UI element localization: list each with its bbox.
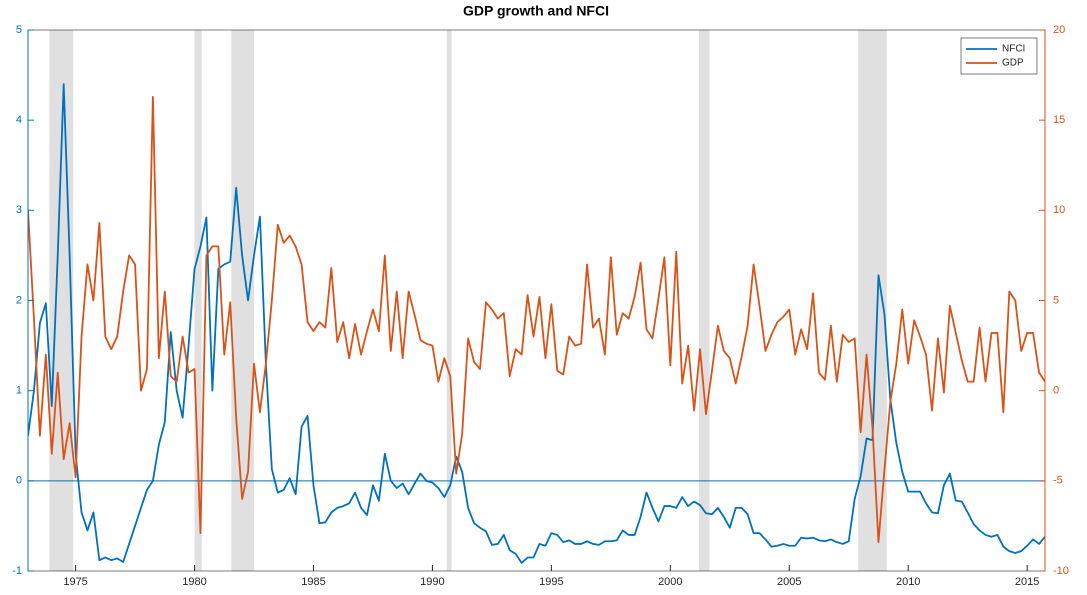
y-tick-label: 4: [16, 114, 22, 126]
x-tick-label: 2015: [1015, 576, 1039, 588]
y-tick-label: 3: [16, 204, 22, 216]
plot-frame: [27, 29, 1046, 572]
legend-label: GDP: [1002, 58, 1024, 69]
y2-tick-label: 20: [1053, 24, 1065, 36]
y-tick-label: 1: [16, 385, 22, 397]
recession-band: [698, 30, 710, 571]
legend-box: [960, 37, 1038, 75]
y2-tick-label: 5: [1053, 294, 1059, 306]
plot-area: [28, 30, 1045, 571]
y2-tick-label: 10: [1053, 204, 1065, 216]
y2-tick-label: -5: [1053, 475, 1063, 487]
y2-tick-label: -10: [1053, 565, 1069, 577]
recession-band: [49, 30, 74, 571]
y-tick-label: -1: [12, 565, 22, 577]
y-tick-label: 2: [16, 294, 22, 306]
series-line: [28, 83, 1045, 564]
y-tick-label: 5: [16, 24, 22, 36]
x-tick-label: 1980: [182, 576, 206, 588]
x-tick-label: 1975: [63, 576, 87, 588]
chart-title: GDP growth and NFCI: [463, 3, 609, 19]
recession-band: [194, 30, 202, 571]
x-tick-label: 2005: [777, 576, 801, 588]
x-tick-label: 1985: [301, 576, 325, 588]
x-tick-label: 1995: [539, 576, 563, 588]
recession-band: [231, 30, 254, 571]
recession-band: [446, 30, 452, 571]
y2-tick-label: 15: [1053, 114, 1065, 126]
y-tick-label: 0: [16, 475, 22, 487]
series-line: [28, 95, 1045, 544]
x-tick-label: 1990: [420, 576, 444, 588]
x-tick-label: 2000: [658, 576, 682, 588]
legend-label: NFCI: [1002, 44, 1025, 55]
y2-tick-label: 0: [1053, 385, 1059, 397]
x-tick-label: 2010: [896, 576, 920, 588]
